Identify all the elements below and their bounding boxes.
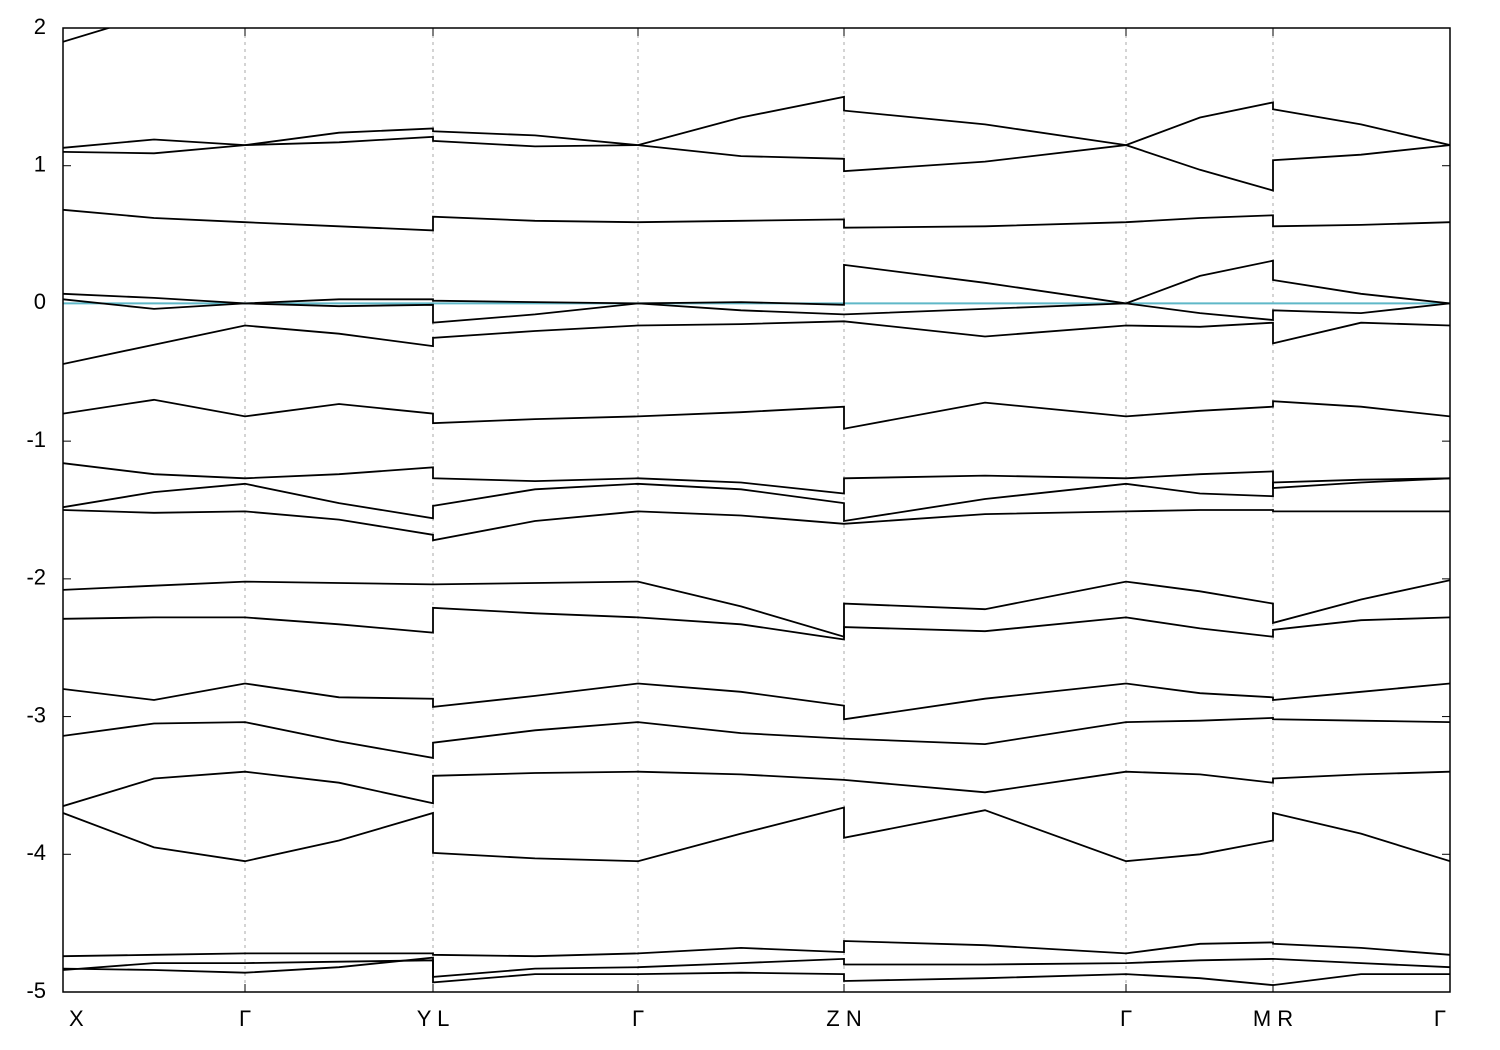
y-tick-label: 1 bbox=[34, 152, 46, 177]
band-line bbox=[63, 259, 1450, 306]
y-tick-label: -2 bbox=[26, 565, 46, 590]
band-line bbox=[63, 208, 1450, 232]
band-line bbox=[63, 606, 1450, 641]
band-line bbox=[63, 509, 1450, 542]
band-line bbox=[63, 956, 1450, 978]
y-tick-label: 2 bbox=[34, 14, 46, 39]
y-tick-label: -5 bbox=[26, 978, 46, 1003]
y-tick-label: -4 bbox=[26, 840, 46, 865]
y-tick-label: 0 bbox=[34, 289, 46, 314]
x-tick-label: M R bbox=[1253, 1006, 1293, 1031]
band-line bbox=[63, 95, 1450, 149]
y-tick-label: -1 bbox=[26, 427, 46, 452]
band-line bbox=[63, 682, 1450, 721]
band-line bbox=[63, 298, 1450, 324]
band-line bbox=[63, 477, 1450, 523]
x-tick-label: X bbox=[69, 1006, 84, 1031]
x-tick-label: Γ bbox=[1120, 1006, 1132, 1031]
band-line bbox=[63, 806, 1450, 863]
band-line bbox=[63, 940, 1450, 958]
plot-frame bbox=[62, 27, 1451, 993]
band-line bbox=[63, 320, 1450, 365]
band-line bbox=[63, 28, 112, 43]
x-tick-label: Γ bbox=[1434, 1006, 1446, 1031]
band-line bbox=[63, 770, 1450, 807]
y-tick-label: -3 bbox=[26, 702, 46, 727]
x-tick-label: Y L bbox=[417, 1006, 450, 1031]
band-line bbox=[63, 959, 1450, 987]
band-line bbox=[63, 135, 1450, 192]
band-line bbox=[63, 398, 1450, 430]
band-line bbox=[63, 716, 1450, 759]
x-tick-label: Z N bbox=[826, 1006, 861, 1031]
x-tick-label: Γ bbox=[632, 1006, 644, 1031]
x-tick-label: Γ bbox=[239, 1006, 251, 1031]
band-line bbox=[63, 462, 1450, 495]
